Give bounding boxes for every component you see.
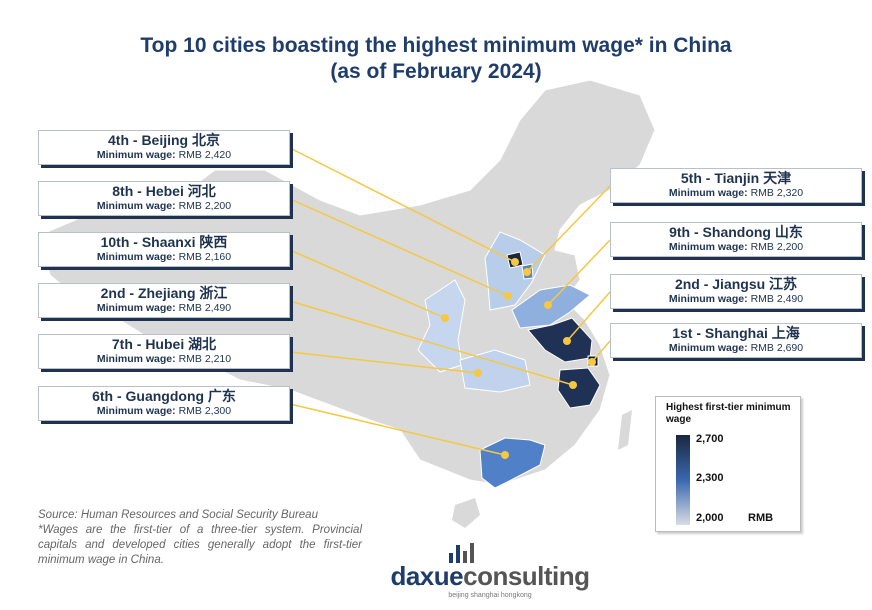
city-dot xyxy=(511,258,519,266)
city-wage: Minimum wage: RMB 2,210 xyxy=(39,353,289,366)
city-wage: Minimum wage: RMB 2,690 xyxy=(611,342,861,355)
wage-value: RMB 2,200 xyxy=(750,241,804,253)
province-jiangsu xyxy=(527,317,593,363)
city-label-box: 2nd - Jiangsu 江苏 Minimum wage: RMB 2,490 xyxy=(610,274,862,309)
city-rank-name: 5th - Tianjin 天津 xyxy=(680,170,792,186)
city-rank-name: 2nd - Jiangsu 江苏 xyxy=(674,276,798,292)
city-wage: Minimum wage: RMB 2,320 xyxy=(611,187,861,200)
bar-chart-logo-icon xyxy=(449,543,474,563)
city-dot xyxy=(588,358,596,366)
wage-label: Minimum wage: xyxy=(668,293,748,305)
footnote: *Wages are the first-tier of a three-tie… xyxy=(38,524,362,566)
city-dot xyxy=(523,268,531,276)
legend-tick-high: 2,700 xyxy=(696,433,724,445)
city-rank-name: 7th - Hubei 湖北 xyxy=(111,336,217,352)
wage-label: Minimum wage: xyxy=(668,342,748,354)
wage-label: Minimum wage: xyxy=(96,200,176,212)
connector-line xyxy=(289,249,446,319)
wage-label: Minimum wage: xyxy=(96,405,176,417)
city-rank-name: 4th - Beijing 北京 xyxy=(108,132,220,148)
city-label-box: 10th - Shaanxi 陕西 Minimum wage: RMB 2,160 xyxy=(38,232,290,267)
city-rank-name: 10th - Shaanxi 陕西 xyxy=(100,234,228,250)
city-wage: Minimum wage: RMB 2,490 xyxy=(611,293,861,306)
wage-label: Minimum wage: xyxy=(96,251,176,263)
wage-label: Minimum wage: xyxy=(668,187,748,199)
connector-line xyxy=(289,403,506,456)
source-line: Source: Human Resources and Social Secur… xyxy=(38,509,318,521)
legend-tick-mid: 2,300 xyxy=(696,472,724,484)
wage-value: RMB 2,200 xyxy=(178,200,232,212)
color-legend: Highest first-tier minimum wage 2,700 2,… xyxy=(655,396,801,532)
city-wage: Minimum wage: RMB 2,420 xyxy=(39,149,289,162)
title-line-1: Top 10 cities boasting the highest minim… xyxy=(140,34,732,57)
province-hebei xyxy=(484,231,546,311)
city-dot xyxy=(544,301,552,309)
logo-tagline: beijing shanghai hongkong xyxy=(448,592,532,599)
wage-value: RMB 2,300 xyxy=(178,405,232,417)
connector-line xyxy=(289,147,516,263)
wage-value: RMB 2,490 xyxy=(750,293,804,305)
city-dot xyxy=(569,381,577,389)
logo-part-1: daxue xyxy=(390,561,464,591)
title-line-2: (as of February 2024) xyxy=(330,60,542,83)
legend-tick-low: 2,000 xyxy=(696,512,724,524)
wage-label: Minimum wage: xyxy=(668,241,748,253)
province-zhejiang xyxy=(557,367,601,409)
wage-value: RMB 2,320 xyxy=(750,187,804,199)
city-label-box: 5th - Tianjin 天津 Minimum wage: RMB 2,320 xyxy=(610,168,862,203)
city-dot xyxy=(563,337,571,345)
wage-label: Minimum wage: xyxy=(96,302,176,314)
connector-line xyxy=(591,340,611,363)
connector-line xyxy=(289,198,509,297)
city-dot xyxy=(504,292,512,300)
city-label-box: 8th - Hebei 河北 Minimum wage: RMB 2,200 xyxy=(38,181,290,216)
wage-value: RMB 2,420 xyxy=(178,149,232,161)
wage-value: RMB 2,160 xyxy=(178,251,232,263)
wage-value: RMB 2,690 xyxy=(750,342,804,354)
city-wage: Minimum wage: RMB 2,200 xyxy=(611,241,861,254)
province-guangdong xyxy=(479,437,546,489)
daxue-consulting-logo: daxueconsulting beijing shanghai hongkon… xyxy=(370,543,610,607)
city-label-box: 9th - Shandong 山东 Minimum wage: RMB 2,200 xyxy=(610,222,862,257)
wage-value: RMB 2,490 xyxy=(178,302,232,314)
connector-line xyxy=(289,351,479,374)
city-dot xyxy=(501,451,509,459)
taiwan-island xyxy=(618,410,632,450)
source-note: Source: Human Resources and Social Secur… xyxy=(38,508,362,568)
city-rank-name: 6th - Guangdong 广东 xyxy=(92,388,236,404)
city-wage: Minimum wage: RMB 2,200 xyxy=(39,200,289,213)
connector-line xyxy=(566,291,611,342)
city-rank-name: 2nd - Zhejiang 浙江 xyxy=(100,285,228,301)
city-wage: Minimum wage: RMB 2,490 xyxy=(39,302,289,315)
city-label-box: 6th - Guangdong 广东 Minimum wage: RMB 2,30… xyxy=(38,386,290,421)
city-dot xyxy=(441,314,449,322)
connector-line xyxy=(547,239,611,306)
city-wage: Minimum wage: RMB 2,160 xyxy=(39,251,289,264)
connector-line xyxy=(289,300,574,386)
city-rank-name: 8th - Hebei 河北 xyxy=(112,183,216,199)
logo-part-2: consulting xyxy=(463,561,590,591)
city-label-box: 1st - Shanghai 上海 Minimum wage: RMB 2,690 xyxy=(610,323,862,358)
wage-value: RMB 2,210 xyxy=(178,353,232,365)
city-dot xyxy=(474,369,482,377)
city-label-box: 7th - Hubei 湖北 Minimum wage: RMB 2,210 xyxy=(38,334,290,369)
legend-unit: RMB xyxy=(748,512,774,524)
city-wage: Minimum wage: RMB 2,300 xyxy=(39,405,289,418)
province-hubei xyxy=(459,349,531,393)
legend-gradient-bar xyxy=(676,435,690,525)
connector-line xyxy=(526,185,611,273)
hainan-island xyxy=(452,498,480,528)
wage-label: Minimum wage: xyxy=(96,353,176,365)
city-rank-name: 1st - Shanghai 上海 xyxy=(672,325,800,341)
wage-label: Minimum wage: xyxy=(96,149,176,161)
city-rank-name: 9th - Shandong 山东 xyxy=(669,224,803,240)
legend-title: Highest first-tier minimum wage xyxy=(666,402,791,425)
city-label-box: 2nd - Zhejiang 浙江 Minimum wage: RMB 2,490 xyxy=(38,283,290,318)
city-label-box: 4th - Beijing 北京 Minimum wage: RMB 2,420 xyxy=(38,130,290,165)
